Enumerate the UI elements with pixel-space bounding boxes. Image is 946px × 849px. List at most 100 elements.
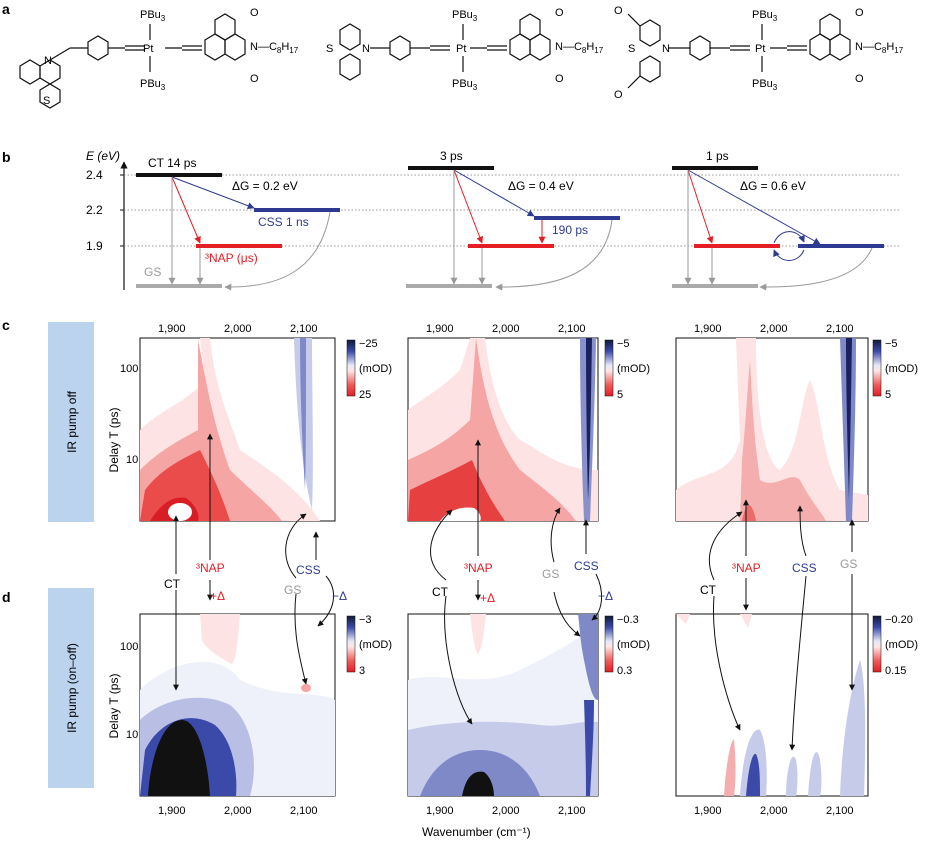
cb-c1-unit: (mOD) [359, 363, 392, 375]
cb-d2-top: −0.3 [617, 614, 639, 626]
xtick-d2-2100: 2,100 [558, 805, 586, 817]
xlabel: Wavenumber (cm⁻¹) [422, 825, 531, 839]
panel-d-map-3: −0.20 (mOD) 0.15 1,900 2,000 2,100 [675, 613, 918, 817]
o-methoxy-top: O [614, 5, 623, 17]
molecule-1 [19, 13, 246, 109]
css-label-2: 190 ps [552, 223, 588, 237]
xtick-d1-2100: 2,100 [290, 805, 318, 817]
pbu3-top-3: PBu3 [752, 9, 778, 23]
cb-d1-bottom: 3 [359, 665, 365, 677]
energy-column-1: CT 14 ps ΔG = 0.2 eV CSS 1 ns ³NAP (μs) … [136, 156, 340, 291]
side-label-d: IR pump (on–off) [65, 643, 79, 733]
xtick-c2-2000: 2,000 [492, 323, 520, 335]
xtick-d3-2100: 2,100 [826, 805, 854, 817]
xtick-d1-1900: 1,900 [158, 805, 186, 817]
ann-ct-1: CT [164, 577, 181, 591]
o-top-3: O [855, 7, 864, 19]
xtick-d2-2000: 2,000 [492, 805, 520, 817]
cb-c2-top: −5 [617, 338, 630, 350]
s-label-2: S [326, 43, 333, 55]
ann-ct-2: CT [432, 585, 449, 599]
cb-d2-bottom: 0.3 [617, 665, 632, 677]
pt-label-3: Pt [755, 43, 765, 55]
energy-column-2: 3 ps ΔG = 0.4 eV 190 ps [406, 149, 620, 291]
o-top-1: O [250, 7, 259, 19]
xtick-c3-2100: 2,100 [826, 323, 854, 335]
annotation-labels: CT ³NAP +Δ GS CSS −Δ CT ³NAP +Δ GS CSS −… [164, 557, 857, 605]
ct-label-3: 1 ps [706, 149, 729, 163]
cb-c3-bottom: 5 [885, 389, 891, 401]
side-label-c: IR pump off [65, 390, 79, 452]
o-bottom-2: O [555, 73, 564, 85]
ytick-d1-10: 10 [126, 729, 138, 741]
panel-letter-d: d [2, 589, 11, 605]
o-bottom-1: O [250, 73, 259, 85]
ytick-c1-10: 10 [126, 454, 138, 466]
ann-minus-delta-2: −Δ [598, 589, 613, 603]
level-1-9: 1.9 [86, 239, 103, 253]
panel-d-map-1: −3 (mOD) 3 100 10 1,900 2,000 2,100 [120, 613, 392, 817]
panel-letter-b: b [2, 149, 11, 165]
panel-c-map-2: −5 (mOD) 5 1,900 2,000 2,100 [407, 323, 650, 522]
ann-css-2: CSS [574, 559, 599, 573]
side-panel-c [48, 322, 94, 522]
o-bottom-3: O [855, 73, 864, 85]
level-2-2: 2.2 [86, 203, 103, 217]
o-top-2: O [555, 7, 564, 19]
c8h17-label-2: N—C8H17 [555, 41, 604, 55]
xtick-d3-1900: 1,900 [694, 805, 722, 817]
xtick-c1-1900: 1,900 [158, 323, 186, 335]
panel-c-map-1: −25 (mOD) 25 100 10 1,900 2,000 2,100 [120, 323, 392, 522]
pbu3-bottom-1: PBu3 [140, 78, 166, 92]
side-labels: IR pump off IR pump (on–off) c d Delay T… [2, 317, 121, 788]
cb-d3-top: −0.20 [885, 614, 913, 626]
ct-label-2: 3 ps [440, 149, 463, 163]
ann-css-3: CSS [792, 561, 817, 575]
panel-letter-c: c [2, 317, 10, 333]
ann-plus-delta-2: +Δ [480, 591, 495, 605]
ann-nap-2: ³NAP [464, 561, 493, 575]
panel-b: b E (eV) 2.4 2.2 1.9 CT 14 ps ΔG = 0.2 e… [2, 149, 900, 291]
cb-c2-bottom: 5 [617, 389, 623, 401]
level-2-4: 2.4 [86, 168, 103, 182]
cb-c2-unit: (mOD) [617, 363, 650, 375]
ann-gs-1: GS [284, 583, 301, 597]
cb-d3-unit: (mOD) [885, 639, 918, 651]
c8h17-label-1: N—C8H17 [250, 41, 299, 55]
cb-c1-bottom: 25 [359, 389, 371, 401]
ann-nap-3: ³NAP [732, 561, 761, 575]
pbu3-top-2: PBu3 [452, 9, 478, 23]
xtick-c1-2000: 2,000 [224, 323, 252, 335]
xtick-c3-2000: 2,000 [760, 323, 788, 335]
ann-nap-1: ³NAP [196, 561, 225, 575]
xtick-c2-2100: 2,100 [558, 323, 586, 335]
xtick-c2-1900: 1,900 [426, 323, 454, 335]
pbu3-top-1: PBu3 [140, 9, 166, 23]
pbu3-bottom-3: PBu3 [752, 78, 778, 92]
energy-column-3: 1 ps ΔG = 0.6 eV [672, 149, 884, 291]
ann-plus-delta-1: +Δ [210, 589, 225, 603]
xtick-d3-2000: 2,000 [760, 805, 788, 817]
cb-c3-unit: (mOD) [885, 363, 918, 375]
xtick-c1-2100: 2,100 [290, 323, 318, 335]
molecule-2 [339, 13, 551, 81]
side-panel-d [48, 588, 94, 788]
xtick-d1-2000: 2,000 [224, 805, 252, 817]
ann-css-1: CSS [296, 563, 321, 577]
c8h17-label-3: N—C8H17 [855, 41, 904, 55]
s-label-1: S [43, 95, 50, 107]
ct-label-1: CT 14 ps [148, 156, 196, 170]
ann-minus-delta-1: −Δ [332, 589, 347, 603]
ylabel-d: Delay T (ps) [107, 674, 121, 739]
cb-c3-top: −5 [885, 338, 898, 350]
n-label-1: N [44, 55, 52, 67]
cb-c1-top: −25 [359, 338, 378, 350]
pt-label-1: Pt [143, 43, 153, 55]
ann-gs-3: GS [840, 557, 857, 571]
css-label-1: CSS 1 ns [258, 215, 309, 229]
molecule-3 [627, 13, 851, 89]
dg-label-3: ΔG = 0.6 eV [740, 179, 806, 193]
panel-c-map-3: −5 (mOD) 5 1,900 2,000 2,100 [675, 323, 918, 522]
n-label-2: N [362, 43, 370, 55]
